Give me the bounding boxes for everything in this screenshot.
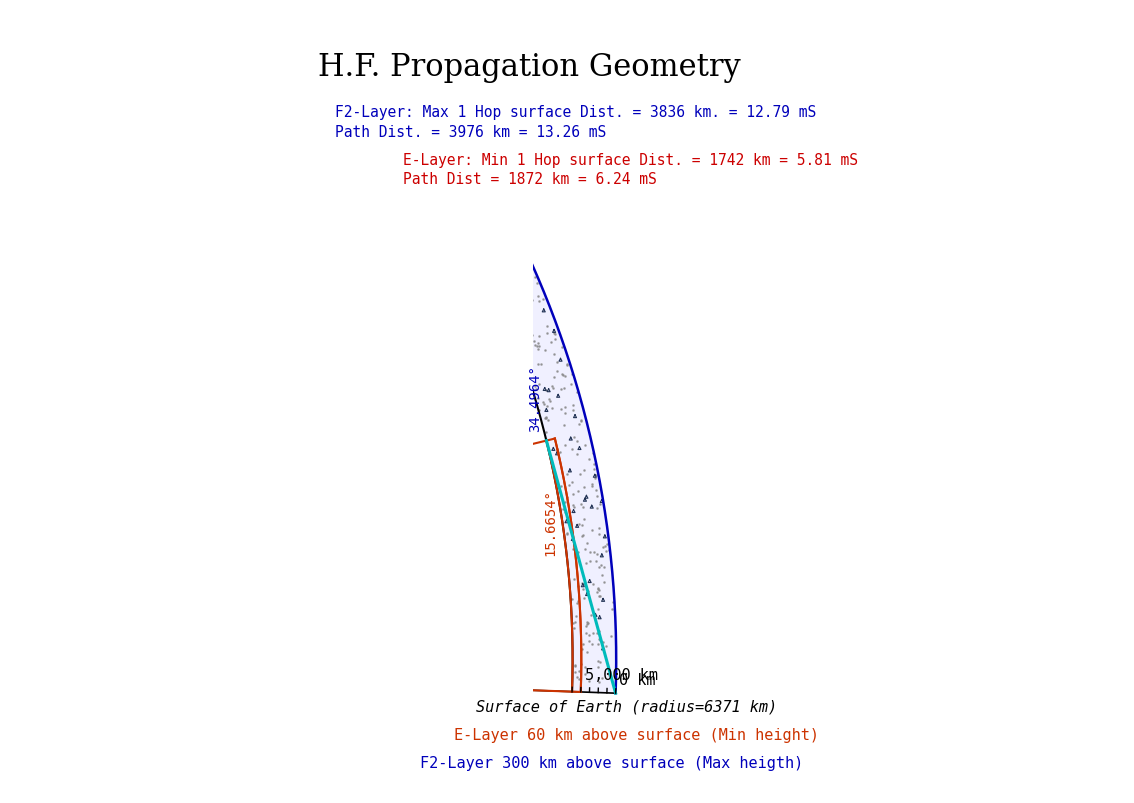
- Text: Path Dist. = 3976 km = 13.26 mS: Path Dist. = 3976 km = 13.26 mS: [335, 124, 606, 140]
- Text: 15.6654°: 15.6654°: [543, 488, 557, 555]
- Text: E-Layer: Min 1 Hop surface Dist. = 1742 km = 5.81 mS: E-Layer: Min 1 Hop surface Dist. = 1742 …: [403, 153, 857, 168]
- Text: 34.4964°: 34.4964°: [528, 365, 542, 432]
- Text: F2-Layer 300 km above surface (Max heigth): F2-Layer 300 km above surface (Max heigt…: [420, 755, 803, 770]
- Text: F2-Layer: Max 1 Hop surface Dist. = 3836 km. = 12.79 mS: F2-Layer: Max 1 Hop surface Dist. = 3836…: [335, 104, 815, 120]
- Text: 5,000 km: 5,000 km: [585, 667, 658, 683]
- Text: 0 km: 0 km: [618, 673, 655, 687]
- Text: Path Dist = 1872 km = 6.24 mS: Path Dist = 1872 km = 6.24 mS: [403, 172, 657, 187]
- Text: Surface of Earth (radius=6371 km): Surface of Earth (radius=6371 km): [476, 699, 778, 714]
- Polygon shape: [428, 140, 616, 693]
- Text: H.F. Propagation Geometry: H.F. Propagation Geometry: [318, 52, 741, 84]
- Text: E-Layer 60 km above surface (Min height): E-Layer 60 km above surface (Min height): [454, 727, 819, 742]
